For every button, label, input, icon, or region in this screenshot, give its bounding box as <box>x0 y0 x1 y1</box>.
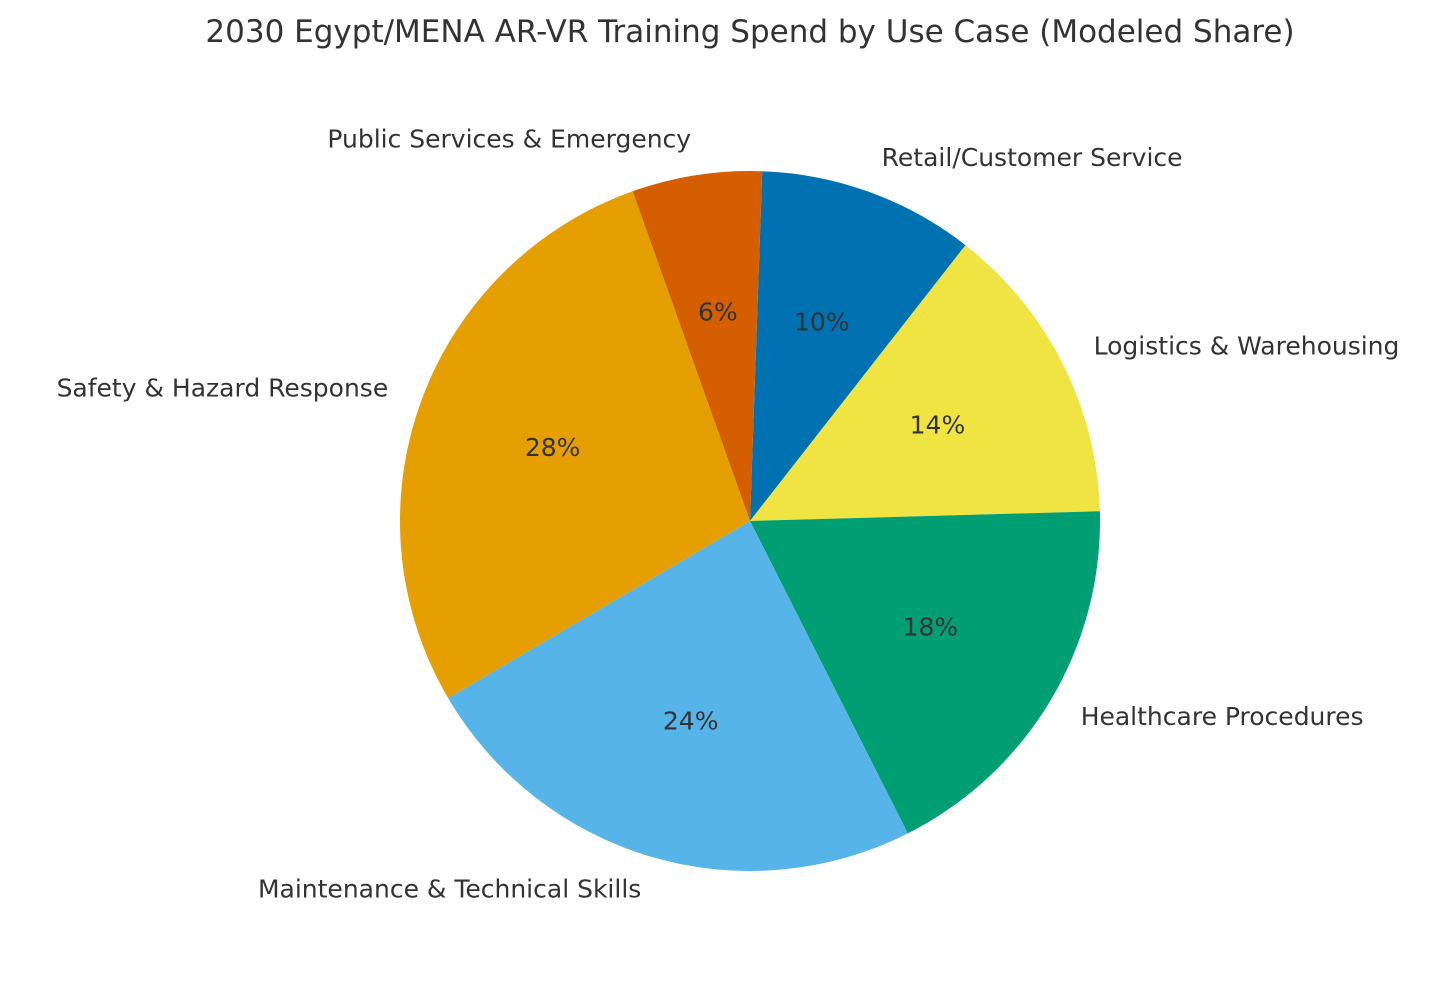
slice-label-maintenance-technical-skills: Maintenance & Technical Skills <box>258 874 641 903</box>
pie-slice-healthcare-procedures <box>750 511 1100 834</box>
slice-label-safety-hazard-response: Safety & Hazard Response <box>57 373 389 402</box>
pie-slice-logistics-warehousing <box>750 245 1100 522</box>
chart-title: 2030 Egypt/MENA AR-VR Training Spend by … <box>205 14 1295 50</box>
pct-label-healthcare-procedures: 18% <box>903 613 959 642</box>
pie-slice-safety-hazard-response <box>399 191 750 699</box>
pct-label-logistics-warehousing: 14% <box>910 410 966 439</box>
pct-label-public-services-emergency: 6% <box>698 297 738 326</box>
slice-label-public-services-emergency: Public Services & Emergency <box>327 125 691 154</box>
slice-label-healthcare-procedures: Healthcare Procedures <box>1081 702 1364 731</box>
slice-label-logistics-warehousing: Logistics & Warehousing <box>1094 331 1400 360</box>
pct-label-maintenance-technical-skills: 24% <box>663 706 719 735</box>
pct-label-safety-hazard-response: 28% <box>525 433 581 462</box>
pie-slice-public-services-emergency <box>632 171 763 521</box>
slice-label-retail-customer-service: Retail/Customer Service <box>882 143 1183 172</box>
pct-label-retail-customer-service: 10% <box>794 308 850 337</box>
pie-slice-retail-customer-service <box>750 171 966 522</box>
pie-slice-maintenance-technical-skills <box>448 521 908 871</box>
